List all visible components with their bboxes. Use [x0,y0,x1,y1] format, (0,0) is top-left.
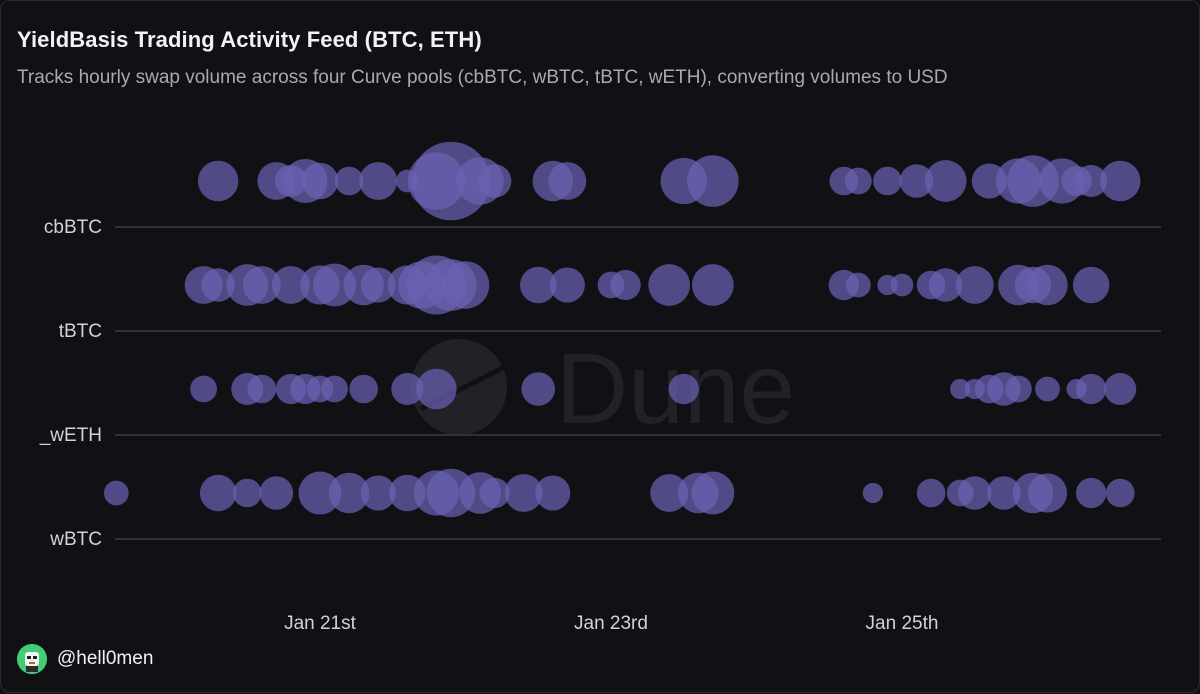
bubble-point-cbBTC [477,164,512,198]
bubble-point-tBTC [360,267,396,303]
bubble-point-wBTC [360,475,396,511]
bubble-point-cbBTC [301,162,339,200]
bubble-point-_wETH [1104,373,1137,405]
bubble-point-tBTC [549,267,585,303]
avatar-icon [17,644,47,674]
bubble-point-tBTC [955,266,994,304]
bubble-point-wBTC [987,476,1021,510]
bubble-point-wBTC [232,478,262,508]
bubble-point-wBTC [862,482,884,504]
bubble-point-wBTC [1105,478,1135,508]
bubble-point-cbBTC [548,162,587,200]
dune-logo-icon [411,339,507,435]
y-tick-label: wBTC [49,529,102,550]
bubble-point-wBTC [1027,473,1068,513]
bubble-point-wBTC [259,476,294,510]
bubble-point-cbBTC [924,160,967,202]
bubble-point-wBTC [691,471,735,515]
bubble-point-tBTC [271,266,310,304]
bubble-point-tBTC [201,268,235,302]
bubble-point-wBTC [916,478,946,508]
bubble-point-wBTC [328,472,370,514]
bubble-point-cbBTC [873,166,902,196]
bubble-point-tBTC [845,272,871,298]
bubble-point-_wETH [321,375,348,403]
x-tick-label: Jan 25th [866,613,939,634]
bubble-point-wBTC [957,476,992,510]
bubble-point-tBTC [441,261,490,309]
avatar [17,644,47,674]
bubble-point-tBTC [1072,266,1110,304]
bubble-point-wBTC [1075,477,1107,509]
bubble-point-tBTC [691,264,734,306]
author-handle: @hell0men [57,648,154,669]
x-tick-label: Jan 21st [284,613,357,634]
bubble-point-_wETH [1005,375,1032,403]
bubble-point-_wETH [247,374,277,404]
bubble-point-cbBTC [899,164,934,198]
bubble-point-wBTC [479,477,510,509]
bubble-point-wBTC [103,480,129,506]
page-subtitle: Tracks hourly swap volume across four Cu… [17,67,948,88]
bubble-point-cbBTC [687,155,739,207]
bubble-point-wBTC [199,474,237,512]
bubble-point-wBTC [535,475,571,511]
bubble-point-_wETH [950,378,971,400]
page-title: YieldBasis Trading Activity Feed (BTC, E… [17,27,482,52]
bubble-point-tBTC [242,266,281,304]
bubble-point-cbBTC [844,167,872,195]
bubble-point-_wETH [349,374,378,404]
bubble-point-_wETH [1035,376,1060,402]
bubble-point-cbBTC [1075,165,1108,197]
bubble-point-tBTC [648,264,691,306]
bubble-point-tBTC [313,263,357,307]
y-tick-label: _wETH [39,425,102,446]
bubble-point-cbBTC [359,162,398,200]
bubble-point-tBTC [1027,264,1068,306]
bubble-point-cbBTC [334,166,364,196]
bubble-point-tBTC [928,268,963,302]
bubble-point-_wETH [190,375,217,403]
bubble-point-tBTC [520,266,557,304]
bubble-point-tBTC [890,273,914,297]
bubble-point-_wETH [668,373,699,405]
bubble-point-_wETH [391,373,424,405]
bubble-point-cbBTC [1100,160,1141,202]
bubble-point-wBTC [298,471,342,515]
bubble-point-wBTC [650,474,689,512]
bubble-point-wBTC [504,474,543,512]
y-tick-label: tBTC [59,321,102,342]
bubble-point-_wETH [1075,373,1107,405]
bubble-point-_wETH [416,368,457,410]
bubble-point-cbBTC [197,160,239,202]
author-block[interactable]: @hell0men [17,644,153,674]
bubble-point-_wETH [521,372,556,406]
y-tick-label: cbBTC [44,217,102,238]
bubble-point-tBTC [610,269,641,301]
x-tick-label: Jan 23rd [574,613,648,634]
